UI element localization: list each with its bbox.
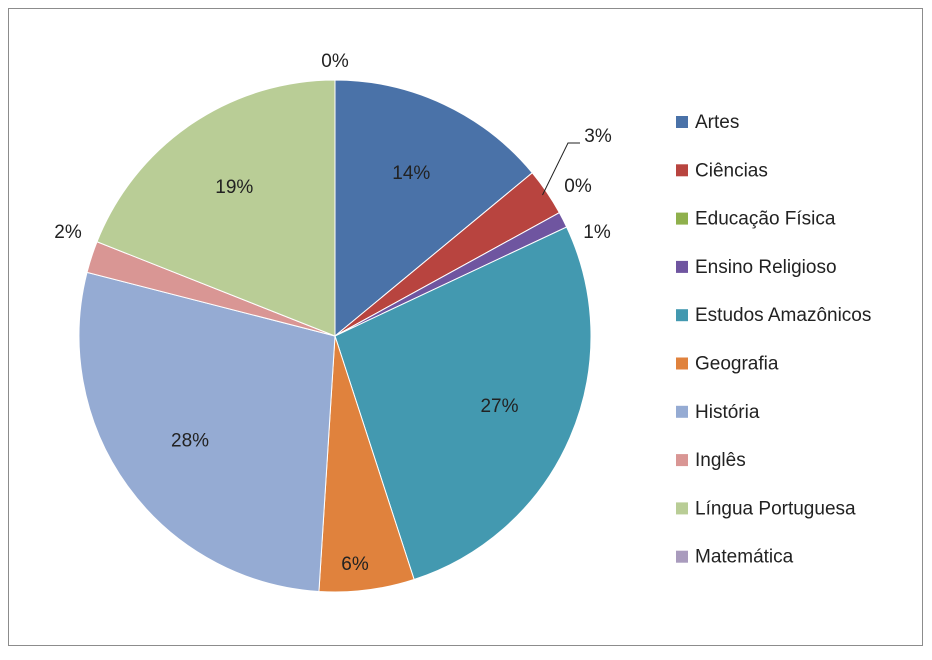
pie-slice xyxy=(96,79,336,337)
legend-label: Inglês xyxy=(695,450,746,471)
legend-label: Estudos Amazônicos xyxy=(695,305,871,326)
data-label: 0% xyxy=(564,176,592,197)
data-label: 1% xyxy=(583,222,611,243)
legend-swatch xyxy=(676,260,688,273)
data-label: 6% xyxy=(341,554,369,575)
data-label: 0% xyxy=(321,51,349,72)
legend-swatch xyxy=(676,405,688,418)
legend-label: Artes xyxy=(695,112,739,133)
legend-label: Língua Portuguesa xyxy=(695,498,856,519)
legend-swatch xyxy=(676,357,688,370)
legend-label: Geografia xyxy=(695,354,779,375)
data-label: 28% xyxy=(171,430,209,451)
legend-label: Ensino Religioso xyxy=(695,257,837,278)
data-label: 19% xyxy=(215,177,253,198)
legend-swatch xyxy=(676,212,688,225)
pie-slice xyxy=(334,226,592,581)
data-labels: 14% 3% 0% 1% 27% 6% 28% 2% 19% 0% xyxy=(54,51,612,575)
data-label: 14% xyxy=(392,163,430,184)
legend-swatch xyxy=(676,309,688,322)
data-label: 27% xyxy=(480,396,518,417)
pie-slice xyxy=(334,79,533,338)
data-label: 3% xyxy=(584,126,612,147)
legend-label: Matemática xyxy=(695,547,794,568)
leader-line xyxy=(542,142,580,196)
legend-swatch xyxy=(676,550,688,563)
legend-swatch xyxy=(676,116,688,128)
legend-swatch xyxy=(676,164,688,177)
pie xyxy=(78,79,592,593)
pie-slice xyxy=(78,271,336,593)
legend-label: Educação Física xyxy=(695,209,836,230)
legend-swatch xyxy=(676,454,688,467)
data-label: 2% xyxy=(54,222,82,243)
legend-label: Ciências xyxy=(695,160,768,181)
legend-swatch xyxy=(676,502,688,515)
legend-label: História xyxy=(695,402,760,423)
legend: Artes Ciências Educação Física Ensino Relig… xyxy=(676,112,871,568)
